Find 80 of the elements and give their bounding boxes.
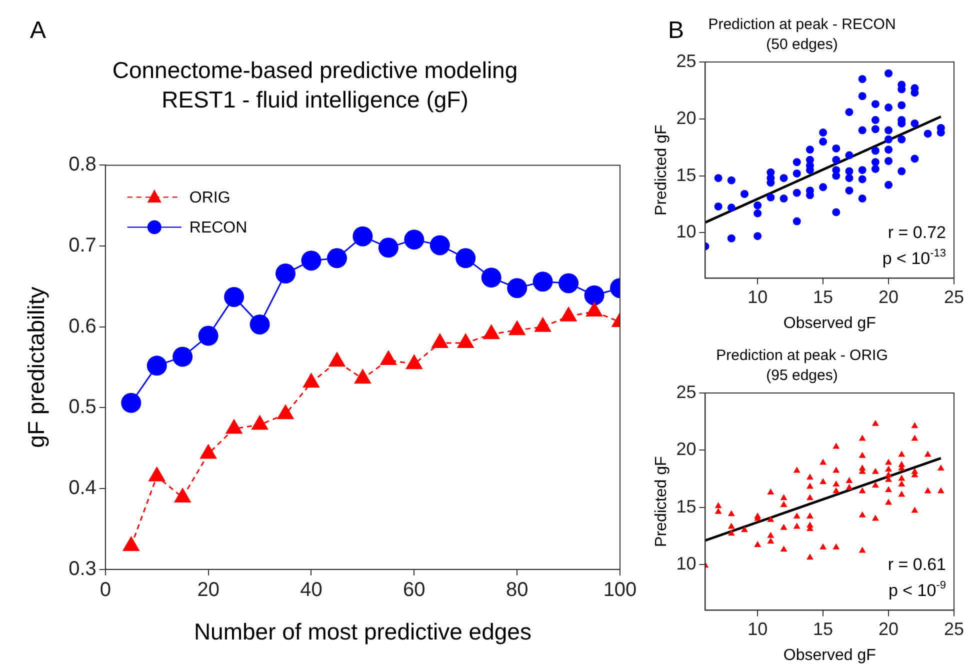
x-tick-label: 15 — [813, 618, 834, 639]
point — [174, 487, 192, 502]
y-tick-label: 0.3 — [68, 558, 96, 580]
point — [301, 250, 322, 271]
point — [198, 326, 218, 346]
point — [482, 324, 500, 340]
x-tick-label: 80 — [506, 578, 528, 601]
chart-subtitle: (95 edges) — [766, 367, 838, 384]
chart-subtitle: REST1 - fluid intelligence (gF) — [162, 86, 468, 113]
annotation: r = 0.72 — [888, 223, 946, 242]
point — [225, 418, 243, 434]
x-tick-label: 25 — [944, 286, 964, 307]
x-tick-label: 20 — [878, 286, 899, 307]
x-tick-label: 100 — [603, 578, 637, 601]
x-tick-label: 10 — [748, 286, 768, 307]
y-tick-label: 0.8 — [68, 154, 96, 176]
point — [584, 285, 604, 306]
y-tick-label: 25 — [676, 50, 696, 71]
y-tick-label: 15 — [676, 164, 696, 185]
x-tick-label: 15 — [813, 286, 834, 307]
point — [586, 302, 603, 317]
text: A — [30, 17, 46, 44]
x-tick-label: 20 — [878, 618, 899, 639]
y-tick-label: 20 — [676, 108, 696, 128]
point — [352, 226, 373, 246]
point — [328, 352, 346, 367]
y-tick-label: 0.5 — [68, 396, 96, 418]
x-tick-label: 25 — [944, 618, 964, 639]
point — [456, 248, 476, 268]
point — [481, 268, 502, 288]
legend-label: ORIG — [189, 190, 230, 207]
point — [380, 350, 398, 366]
point — [456, 333, 474, 348]
point — [251, 414, 268, 430]
x-axis-title: Observed gF — [783, 314, 876, 332]
x-tick-label: 60 — [403, 578, 426, 601]
point — [404, 230, 424, 250]
chart-title: Prediction at peak - RECON — [708, 16, 896, 34]
point — [558, 273, 579, 294]
y-axis-title: gF predictability — [23, 286, 50, 448]
y-tick-label: 15 — [676, 496, 696, 516]
point — [508, 320, 526, 336]
chart-title: Prediction at peak - ORIG — [716, 347, 888, 364]
x-tick-label: 10 — [748, 618, 768, 639]
x-tick-label: 0 — [100, 578, 111, 601]
chart-subtitle: (50 edges) — [766, 36, 838, 54]
y-tick-label: 10 — [676, 553, 696, 574]
y-tick-label: 0.4 — [68, 477, 96, 500]
point — [302, 372, 320, 388]
point — [122, 536, 140, 551]
point — [250, 314, 270, 334]
point — [532, 272, 553, 292]
y-tick-label: 20 — [676, 439, 696, 460]
x-tick-label: 40 — [300, 578, 322, 601]
y-tick-label: 10 — [676, 222, 696, 242]
y-tick-label: 25 — [676, 382, 696, 402]
point — [326, 248, 347, 268]
point — [431, 333, 449, 348]
point — [276, 264, 296, 284]
point — [406, 354, 423, 370]
text: B — [668, 17, 684, 44]
point — [354, 368, 372, 384]
y-axis-title: Predicted gF — [653, 124, 670, 216]
y-axis-title: Predicted gF — [653, 456, 670, 547]
y-tick-label: 0.6 — [68, 315, 96, 338]
x-tick-label: 20 — [197, 578, 220, 601]
point — [172, 346, 193, 367]
point — [148, 466, 166, 482]
legend-label: RECON — [189, 220, 248, 237]
point — [200, 444, 217, 459]
point — [276, 404, 294, 420]
point — [378, 238, 398, 258]
point — [430, 235, 450, 256]
x-axis-title: Number of most predictive edges — [194, 618, 532, 645]
x-axis-title: Observed gF — [783, 646, 876, 664]
point — [507, 278, 528, 298]
y-tick-label: 0.7 — [68, 234, 96, 257]
annotation: r = 0.61 — [888, 555, 946, 574]
point — [224, 286, 244, 307]
chart-title: Connectome-based predictive modeling — [112, 57, 518, 84]
